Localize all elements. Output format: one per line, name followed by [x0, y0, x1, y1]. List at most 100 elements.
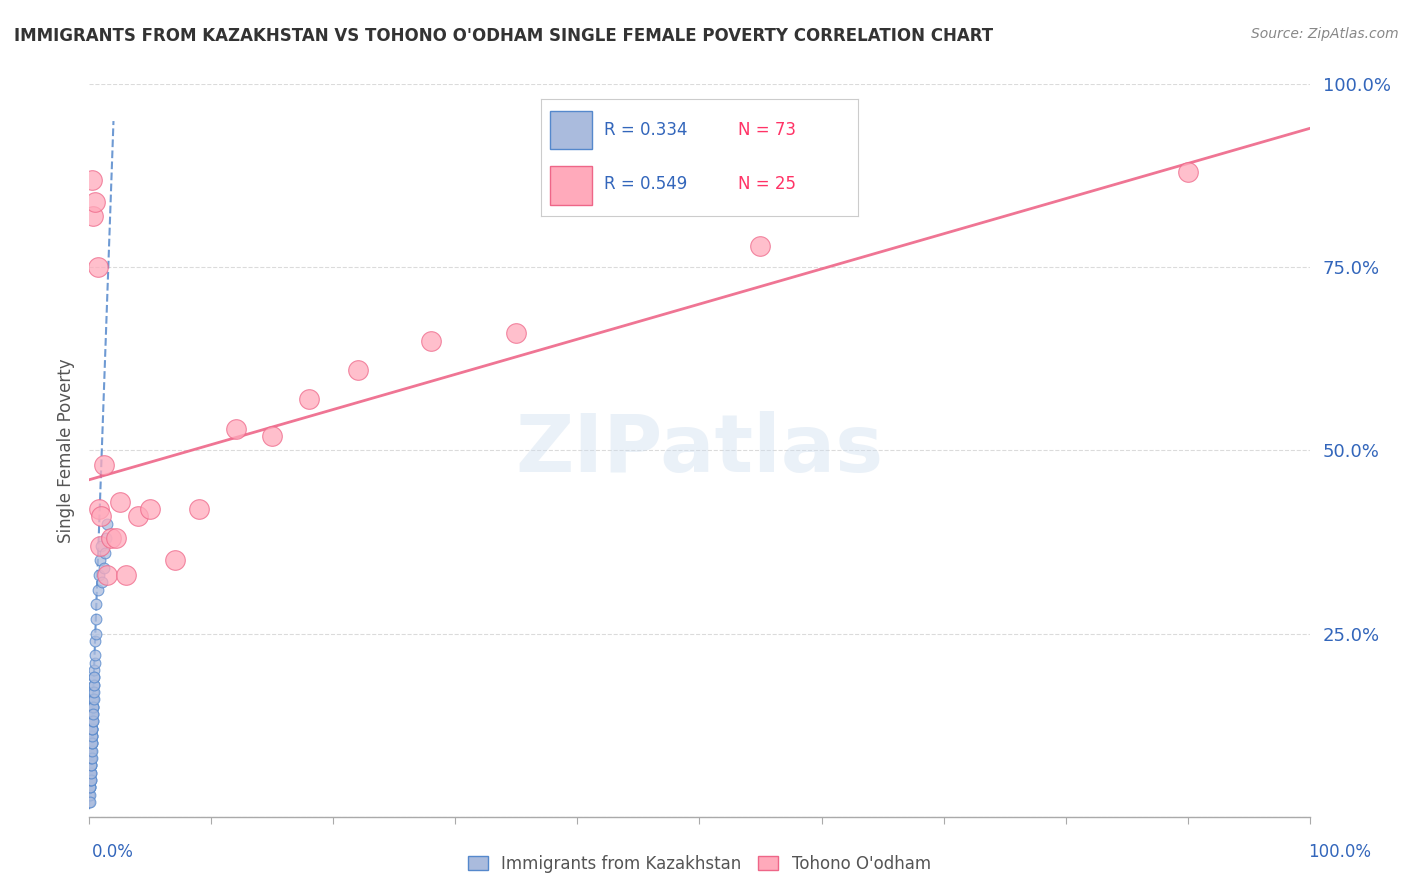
Point [82, 699, 104, 714]
Point [82, 722, 104, 736]
Point [84, 648, 107, 663]
Point [80, 736, 103, 750]
Point [83, 663, 105, 677]
Point [80, 729, 103, 743]
Point [94, 546, 117, 560]
Point [187, 502, 209, 516]
Point [87, 568, 110, 582]
Point [80, 751, 103, 765]
Point [86, 612, 108, 626]
Point [90, 509, 112, 524]
Point [83, 656, 105, 670]
Point [114, 568, 136, 582]
Point [79, 780, 101, 795]
Point [96, 568, 118, 582]
Point [82, 685, 104, 699]
Point [104, 532, 127, 546]
Point [83, 670, 105, 684]
Point [80, 722, 103, 736]
Point [82, 714, 104, 729]
Point [346, 363, 368, 377]
Point [79, 772, 101, 787]
Point [89, 539, 111, 553]
Point [80, 751, 103, 765]
Point [83, 670, 105, 684]
Point [82, 209, 104, 223]
Point [262, 429, 284, 443]
Text: ZIPatlas: ZIPatlas [516, 411, 883, 490]
Point [79, 780, 101, 795]
Point [79, 788, 101, 802]
Point [82, 714, 104, 729]
Point [93, 560, 115, 574]
Point [79, 772, 101, 787]
Point [79, 788, 101, 802]
Point [80, 172, 103, 186]
Point [80, 744, 103, 758]
Point [225, 421, 247, 435]
Text: IMMIGRANTS FROM KAZAKHSTAN VS TOHONO O'ODHAM SINGLE FEMALE POVERTY CORRELATION C: IMMIGRANTS FROM KAZAKHSTAN VS TOHONO O'O… [14, 27, 993, 45]
Text: 100.0%: 100.0% [1308, 843, 1371, 861]
Point [127, 509, 149, 524]
Y-axis label: Single Female Poverty: Single Female Poverty [58, 359, 75, 543]
Point [80, 729, 103, 743]
Point [79, 758, 101, 772]
Point [82, 692, 104, 706]
Point [80, 736, 103, 750]
Point [80, 722, 103, 736]
Point [79, 772, 101, 787]
Point [82, 714, 104, 729]
Point [82, 722, 104, 736]
Text: 0.0%: 0.0% [91, 843, 134, 861]
Point [505, 326, 527, 341]
Point [80, 758, 103, 772]
Point [83, 678, 105, 692]
Point [80, 736, 103, 750]
Point [100, 532, 122, 546]
Point [82, 706, 104, 721]
Point [80, 758, 103, 772]
Point [86, 260, 108, 275]
Point [83, 692, 105, 706]
Point [84, 633, 107, 648]
Point [108, 494, 131, 508]
Point [80, 744, 103, 758]
Point [80, 751, 103, 765]
Point [84, 626, 107, 640]
Point [80, 736, 103, 750]
Point [79, 765, 101, 780]
Point [89, 553, 111, 567]
Point [82, 699, 104, 714]
Point [96, 516, 118, 531]
Point [90, 539, 112, 553]
Point [86, 597, 108, 611]
Point [86, 582, 108, 597]
Point [82, 706, 104, 721]
Point [80, 714, 103, 729]
Point [84, 194, 107, 209]
Point [82, 706, 104, 721]
Point [163, 553, 186, 567]
Point [80, 744, 103, 758]
Point [749, 238, 772, 252]
Point [298, 392, 321, 407]
Point [91, 575, 114, 590]
Point [96, 532, 118, 546]
Point [80, 744, 103, 758]
Point [83, 678, 105, 692]
Point [79, 765, 101, 780]
Point [79, 795, 101, 809]
Point [79, 765, 101, 780]
Point [79, 780, 101, 795]
Point [83, 685, 105, 699]
Point [1177, 165, 1199, 179]
Point [80, 751, 103, 765]
Point [419, 334, 441, 348]
Point [80, 765, 103, 780]
Point [93, 458, 115, 472]
Point [87, 502, 110, 516]
Legend: Immigrants from Kazakhstan, Tohono O'odham: Immigrants from Kazakhstan, Tohono O'odh… [460, 847, 939, 881]
Point [82, 714, 104, 729]
Text: Source: ZipAtlas.com: Source: ZipAtlas.com [1251, 27, 1399, 41]
Point [80, 772, 103, 787]
